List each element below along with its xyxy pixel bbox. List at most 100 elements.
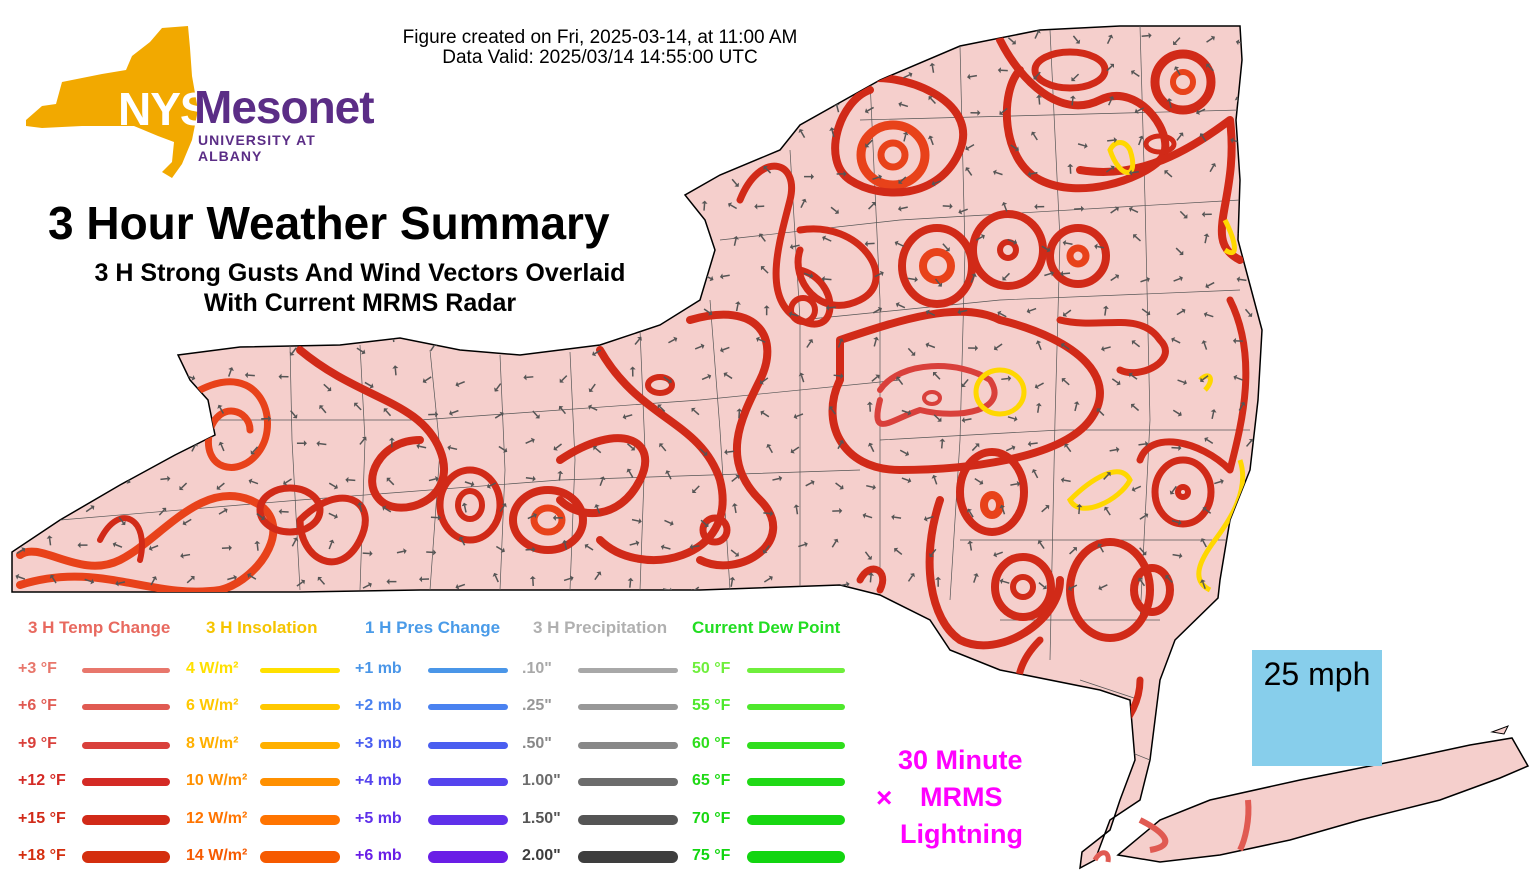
wind-vector-head	[1183, 214, 1188, 219]
wind-vector-arrow	[85, 483, 92, 490]
wind-vector-arrow	[731, 178, 738, 186]
wind-vector-arrow	[463, 505, 467, 513]
wind-vector-arrow	[631, 518, 640, 522]
logo-mesonet: Mesonet	[194, 81, 375, 133]
wind-vector-head	[388, 437, 395, 441]
wind-vector-head	[923, 515, 928, 522]
wind-vector-head	[999, 110, 1004, 116]
wind-vector-arrow	[160, 477, 168, 481]
wind-vector-head	[1116, 380, 1121, 386]
wind-vector-head	[530, 437, 535, 444]
wind-vector-arrow	[795, 507, 799, 515]
wind-vector-arrow	[974, 477, 982, 484]
wind-vector-arrow	[14, 374, 21, 382]
wind-vector-head	[843, 170, 847, 177]
wind-vector-head	[1060, 477, 1065, 484]
legend-item-label: 65 °F	[692, 772, 731, 789]
wind-vector-head	[1001, 202, 1008, 206]
wind-vector-head	[447, 444, 451, 451]
wind-vector-head	[553, 445, 558, 451]
wind-vector-head	[667, 175, 673, 181]
wind-vector-head	[1232, 337, 1236, 344]
wind-vector-head	[723, 372, 728, 378]
wind-vector-head	[864, 108, 869, 114]
wind-vector-arrow	[928, 32, 934, 39]
wind-vector-head	[1146, 276, 1150, 283]
legend-item-swatch	[428, 704, 508, 710]
wind-vector-arrow	[1171, 519, 1179, 524]
wind-vector-head	[1141, 551, 1147, 556]
legend-item-swatch	[578, 778, 678, 786]
wind-vector-arrow	[532, 410, 539, 417]
wind-vector-arrow	[1003, 204, 1008, 212]
wind-vector-arrow	[1241, 199, 1248, 206]
wind-vector-head	[1075, 39, 1081, 44]
wind-vector-arrow	[901, 409, 909, 414]
wind-vector-head	[1171, 337, 1176, 343]
wind-vector-head	[910, 351, 916, 356]
wind-vector-arrow	[320, 407, 327, 414]
wind-vector-head	[898, 101, 903, 108]
wind-vector-head	[1050, 270, 1054, 277]
wind-vector-arrow	[660, 445, 667, 452]
wind-vector-head	[233, 574, 238, 581]
wind-vector-head	[1031, 469, 1038, 474]
wind-vector-head	[571, 135, 576, 141]
legend-temp-item: +3 °F	[18, 660, 170, 680]
wind-vector-arrow	[928, 344, 936, 349]
wind-vector-head	[793, 504, 800, 508]
wind-vector-head	[398, 171, 403, 177]
wind-vector-arrow	[1037, 382, 1044, 388]
wind-vector-arrow	[867, 106, 875, 112]
wind-vector-head	[905, 31, 912, 36]
legend-insolation-item: 8 W/m²	[186, 735, 350, 755]
wind-vector-head	[724, 449, 728, 456]
wind-vector-head	[840, 372, 844, 379]
wind-vector-arrow	[940, 441, 944, 449]
wind-vector-arrow	[14, 174, 20, 182]
wind-vector-head	[289, 351, 295, 356]
wind-vector-arrow	[934, 180, 942, 185]
legend-item-swatch	[82, 815, 170, 825]
wind-vector-arrow	[1206, 438, 1214, 445]
wind-vector-head	[873, 336, 880, 341]
wind-vector-arrow	[319, 578, 326, 585]
legend-item-label: 10 W/m²	[186, 772, 248, 789]
wind-vector-arrow	[898, 304, 906, 309]
wind-vector-arrow	[1244, 308, 1251, 316]
wind-vector-arrow	[359, 504, 363, 513]
nys-mesonet-logo: NYS Mesonet UNIVERSITY AT ALBANY	[22, 22, 375, 182]
wind-vector-head	[1172, 40, 1178, 45]
wind-vector-arrow	[836, 105, 840, 113]
wind-vector-head	[217, 404, 223, 409]
wind-vector-arrow	[451, 409, 459, 414]
wind-vector-arrow	[692, 139, 701, 142]
legend-item-label: .50"	[522, 735, 552, 752]
wind-vector-arrow	[251, 480, 259, 485]
wind-vector-arrow	[1038, 582, 1045, 588]
wind-vector-head	[967, 73, 971, 80]
legend-precip-item: .50"	[522, 735, 688, 755]
wind-vector-arrow	[798, 106, 805, 112]
wind-vector-arrow	[800, 131, 806, 139]
wind-vector-head	[458, 536, 464, 541]
wind-vector-arrow	[594, 447, 602, 454]
wind-vector-head	[689, 543, 693, 550]
wind-vector-head	[760, 107, 765, 113]
wind-vector-arrow	[432, 173, 440, 178]
wind-vector-head	[656, 145, 661, 152]
wind-vector-arrow	[1069, 548, 1076, 555]
legend-item-swatch	[260, 667, 340, 673]
wind-vector-head	[248, 478, 253, 485]
wind-vector-head	[22, 412, 27, 418]
wind-vector-arrow	[460, 538, 466, 546]
legend-item-swatch	[428, 741, 508, 749]
wind-vector-arrow	[1072, 35, 1079, 42]
wind-vector-head	[319, 405, 324, 410]
legend-pressure-item: +5 mb	[355, 810, 518, 830]
wind-vector-arrow	[692, 545, 700, 548]
wind-vector-arrow	[930, 138, 934, 146]
wind-vector-arrow	[1010, 483, 1018, 486]
wind-vector-head	[1131, 70, 1136, 75]
